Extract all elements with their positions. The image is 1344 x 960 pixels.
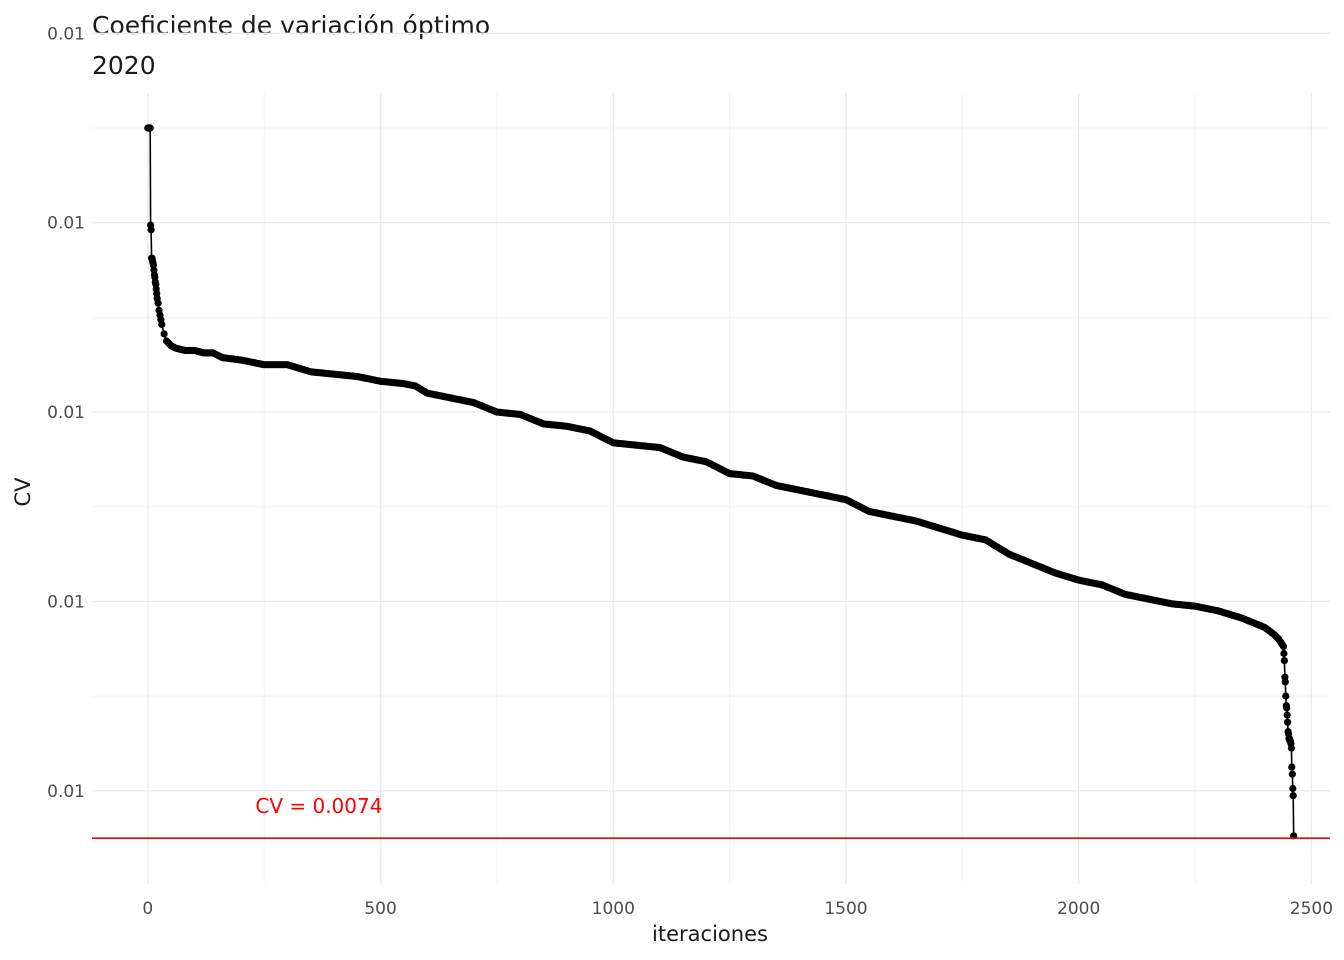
data-point <box>1283 704 1291 712</box>
data-point <box>1279 642 1288 651</box>
data-point <box>1288 763 1296 771</box>
x-tick-label: 0 <box>142 899 153 919</box>
data-point <box>1282 692 1290 700</box>
data-point <box>1280 649 1288 658</box>
data-point <box>160 330 168 338</box>
y-tick-label: 0.01 <box>47 592 85 612</box>
y-tick-label: 0.01 <box>47 214 85 234</box>
x-axis-title: iteraciones <box>652 922 768 946</box>
data-point <box>1289 784 1297 793</box>
reference-annotation: CV = 0.0074 <box>255 794 382 818</box>
x-tick-label: 2000 <box>1057 899 1100 919</box>
data-point <box>158 320 166 329</box>
x-tick-label: 2500 <box>1290 899 1333 919</box>
y-axis-title: CV <box>11 477 35 507</box>
data-point <box>1281 678 1289 686</box>
x-tick-label: 1000 <box>592 899 635 919</box>
data-point <box>1288 770 1296 778</box>
y-tick-label: 0.01 <box>47 782 85 802</box>
data-point <box>154 299 162 307</box>
y-tick-label: 0.01 <box>47 24 85 44</box>
x-tick-label: 1500 <box>824 899 867 919</box>
data-point <box>146 124 154 132</box>
data-point <box>1284 718 1292 726</box>
chart-subtitle: 2020 <box>92 51 156 80</box>
chart-title: Coeficiente de variación óptimo <box>92 11 490 40</box>
data-point <box>1283 711 1291 719</box>
x-tick-label: 500 <box>364 899 396 919</box>
data-point <box>147 226 155 234</box>
axis-layer: 0 500 1000 1500 2000 2500 0.01 0.01 0.01 0.01 0.01 <box>47 24 1333 919</box>
data-point <box>1287 744 1295 752</box>
data-point <box>1289 792 1297 800</box>
grid-layer <box>92 32 1330 884</box>
y-tick-label: 0.01 <box>47 403 85 423</box>
series-line <box>147 127 1295 836</box>
data-point <box>1280 657 1288 665</box>
data-layer: CV = 0.0074 <box>92 124 1330 840</box>
